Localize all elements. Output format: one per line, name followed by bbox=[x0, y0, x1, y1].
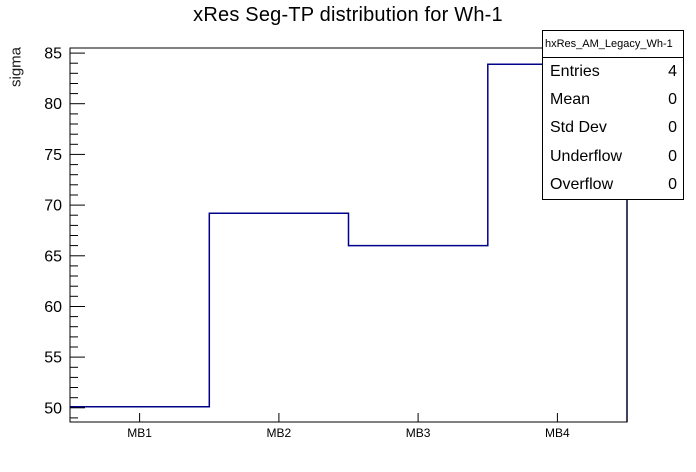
stats-row-mean: Mean 0 bbox=[543, 91, 683, 109]
x-tick-label: MB1 bbox=[127, 426, 152, 440]
y-tick-label: 60 bbox=[44, 299, 62, 316]
stats-value: 0 bbox=[668, 91, 677, 109]
stats-label: Std Dev bbox=[550, 119, 607, 137]
stats-row-entries: Entries 4 bbox=[543, 63, 683, 81]
x-tick-label: MB4 bbox=[545, 426, 570, 440]
chart-title: xRes Seg-TP distribution for Wh-1 bbox=[193, 4, 503, 26]
stats-label: Mean bbox=[550, 91, 591, 109]
stats-box: hxRes_AM_Legacy_Wh-1 Entries 4 Mean 0 St… bbox=[542, 30, 684, 200]
stats-row-underflow: Underflow 0 bbox=[543, 148, 683, 166]
y-tick-label: 55 bbox=[44, 350, 62, 367]
stats-row-overflow: Overflow 0 bbox=[543, 176, 683, 194]
stats-value: 0 bbox=[668, 119, 677, 137]
stats-value: 4 bbox=[668, 63, 677, 81]
stats-box-rows: Entries 4 Mean 0 Std Dev 0 Underflow 0 O… bbox=[543, 58, 683, 199]
x-tick-label: MB3 bbox=[406, 426, 431, 440]
y-tick-label: 75 bbox=[44, 147, 62, 164]
stats-box-title: hxRes_AM_Legacy_Wh-1 bbox=[543, 31, 683, 58]
y-tick-label: 80 bbox=[44, 96, 62, 113]
y-tick-label: 50 bbox=[44, 400, 62, 417]
y-tick-label: 70 bbox=[44, 198, 62, 215]
y-tick-label: 65 bbox=[44, 248, 62, 265]
stats-label: Entries bbox=[550, 63, 600, 81]
stats-label: Overflow bbox=[550, 175, 614, 193]
stats-value: 0 bbox=[668, 175, 677, 193]
y-tick-label: 85 bbox=[44, 46, 62, 63]
stats-label: Underflow bbox=[550, 147, 623, 165]
stats-row-stddev: Std Dev 0 bbox=[543, 119, 683, 137]
x-tick-label: MB2 bbox=[267, 426, 292, 440]
stats-value: 0 bbox=[668, 147, 677, 165]
